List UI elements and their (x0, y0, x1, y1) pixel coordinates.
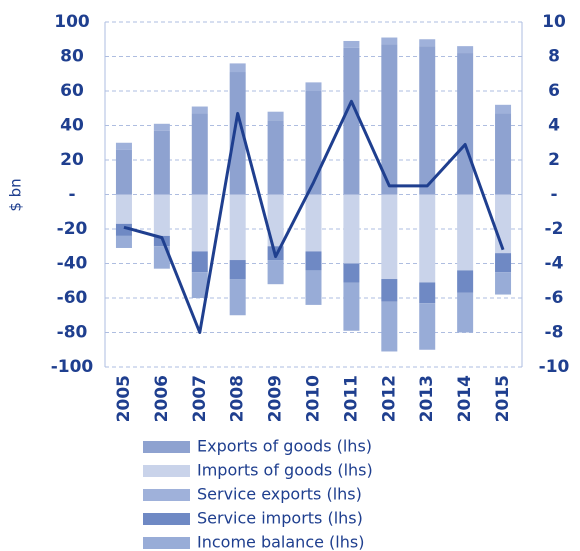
bar (381, 37, 398, 45)
y-tick-label: 20 (60, 150, 84, 170)
bar (457, 53, 474, 195)
x-tick-label: 2009 (266, 375, 286, 422)
bar (191, 272, 208, 298)
bar (229, 63, 246, 73)
bar (457, 270, 474, 293)
x-tick-label: 2015 (493, 375, 513, 422)
bar (115, 235, 132, 248)
y2-tick-label: - (550, 185, 557, 205)
y2-tick-label: 6 (548, 81, 560, 101)
bar (381, 279, 398, 302)
legend-swatch (143, 489, 190, 501)
bar (343, 194, 360, 264)
y2-tick-label: -6 (545, 288, 564, 308)
bar (191, 194, 208, 252)
bar (229, 72, 246, 195)
legend-swatch (143, 441, 190, 453)
bar (115, 194, 132, 224)
bar (419, 194, 436, 283)
bar (191, 113, 208, 195)
bar (419, 282, 436, 304)
bar (381, 194, 398, 280)
bar (191, 106, 208, 114)
legend-label: Income balance (lhs) (197, 533, 364, 551)
bar (495, 113, 512, 195)
bar (495, 104, 512, 114)
y-tick-label: -60 (57, 288, 88, 308)
x-tick-label: 2007 (190, 375, 210, 422)
bar (305, 270, 322, 305)
y2-tick-label: -8 (545, 323, 564, 343)
bar (457, 194, 474, 271)
y-tick-label: -40 (57, 254, 88, 274)
y-tick-label: 60 (60, 81, 84, 101)
bar (191, 251, 208, 273)
bar (343, 282, 360, 331)
bar (419, 46, 436, 195)
legend-swatch (143, 537, 190, 549)
bar (305, 82, 322, 91)
bar (495, 272, 512, 295)
bar (153, 130, 170, 195)
x-tick-label: 2012 (379, 375, 399, 422)
bar (267, 120, 284, 195)
bar (229, 260, 246, 280)
x-tick-label: 2011 (341, 375, 361, 422)
bar (115, 149, 132, 195)
bar (343, 40, 360, 48)
y-tick-label: - (68, 185, 75, 205)
x-tick-label: 2010 (304, 375, 324, 422)
legend-swatch (143, 465, 190, 477)
y2-tick-label: 4 (548, 116, 560, 136)
x-tick-label: 2005 (114, 375, 134, 422)
bar (153, 246, 170, 269)
bar (115, 142, 132, 150)
bar (229, 194, 246, 261)
line (123, 99, 505, 334)
bar (419, 39, 436, 47)
y-axis-label: $ bn (7, 178, 25, 211)
x-tick-label: 2008 (228, 375, 248, 422)
y2-tick-label: 10 (542, 12, 566, 32)
y2-tick-label: 8 (548, 47, 560, 67)
bar (153, 194, 170, 236)
legend-swatch (143, 513, 190, 525)
bar (381, 44, 398, 195)
bar (419, 303, 436, 350)
y2-tick-label: -10 (539, 357, 570, 377)
y-tick-label: 80 (60, 47, 84, 67)
bar (305, 194, 322, 252)
y2-tick-label: -4 (545, 254, 564, 274)
y-tick-label: -20 (57, 219, 88, 239)
x-tick-label: 2014 (455, 375, 475, 422)
bar (305, 251, 322, 271)
y-tick-label: -100 (51, 357, 94, 377)
x-tick-label: 2006 (152, 375, 172, 422)
bar (495, 194, 512, 254)
legend-label: Service imports (lhs) (197, 509, 363, 528)
legend-label: Exports of goods (lhs) (197, 437, 372, 456)
x-tick-label: 2013 (417, 375, 437, 422)
bar (153, 123, 170, 131)
y-tick-label: 100 (54, 12, 90, 32)
bar (343, 263, 360, 283)
bar (457, 292, 474, 333)
bar (305, 91, 322, 195)
legend-label: Imports of goods (lhs) (197, 461, 373, 480)
bar (267, 111, 284, 121)
legend-label: Service exports (lhs) (197, 485, 362, 504)
y2-tick-label: -2 (545, 219, 564, 239)
y-tick-label: -80 (57, 323, 88, 343)
bar (495, 253, 512, 273)
bar (381, 301, 398, 352)
bar (457, 46, 474, 54)
y-tick-label: 40 (60, 116, 84, 136)
bar (343, 47, 360, 195)
y2-tick-label: 2 (548, 150, 560, 170)
bar (267, 260, 284, 285)
bar (267, 194, 284, 247)
bar (229, 279, 246, 316)
